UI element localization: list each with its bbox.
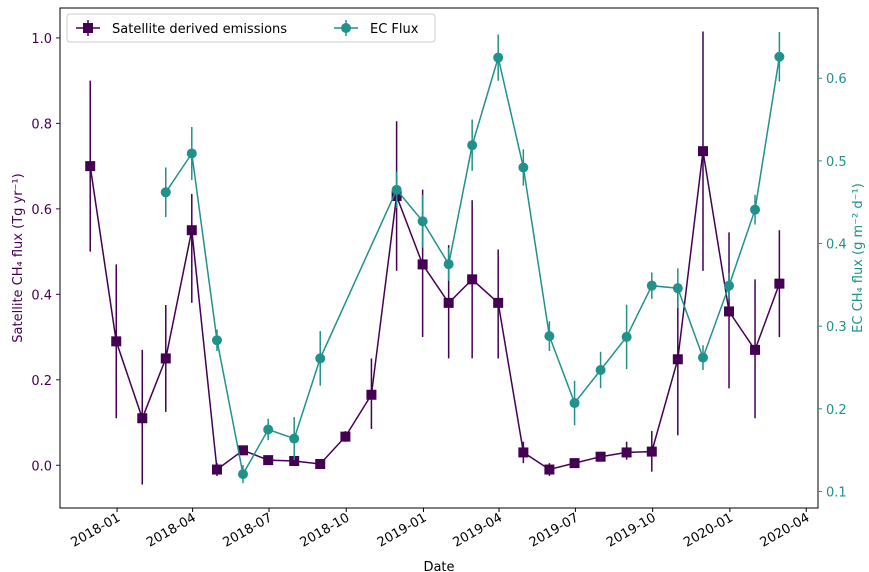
data-point <box>672 283 683 294</box>
data-point <box>774 278 785 289</box>
x-tick-label: 2018-10 <box>298 510 353 550</box>
data-point <box>85 161 96 172</box>
data-point <box>595 451 606 462</box>
x-tick-label: 2019-04 <box>450 510 505 550</box>
y-right-tick-label: 0.1 <box>826 485 847 500</box>
x-tick-label: 2018-04 <box>144 510 199 550</box>
data-point <box>750 344 761 355</box>
data-point <box>467 140 478 151</box>
y-right-axis-label: EC CH₄ flux (g m⁻² d⁻¹) <box>851 183 866 333</box>
data-point <box>315 353 326 364</box>
data-point <box>646 280 657 291</box>
data-point <box>289 455 300 466</box>
data-point <box>467 274 478 285</box>
data-point <box>417 259 428 270</box>
y-right-tick-label: 0.5 <box>826 155 847 170</box>
data-point <box>724 280 735 291</box>
x-tick-label: 2020-04 <box>758 510 813 550</box>
series-layer <box>85 31 785 485</box>
data-point <box>160 187 171 198</box>
axes-layer: 2018-01 2018-04 2018-07 2018-10 2019-01 2019-… <box>11 32 866 572</box>
x-tick-label: 2018-01 <box>69 510 124 550</box>
y-left-tick-label: 0.2 <box>31 374 52 389</box>
legend-label-satellite: Satellite derived emissions <box>112 22 287 37</box>
y-left-tick-label: 0.4 <box>31 288 52 303</box>
data-point <box>366 389 377 400</box>
legend-label-ec: EC Flux <box>370 22 419 37</box>
legend-box <box>66 13 436 43</box>
data-point <box>750 204 761 215</box>
data-point <box>569 398 580 409</box>
data-point <box>315 458 326 469</box>
data-point <box>774 51 785 62</box>
data-point <box>137 413 148 424</box>
data-point <box>417 216 428 227</box>
legend: Satellite derived emissions EC Flux <box>66 13 436 43</box>
y-left-axis-label: Satellite CH₄ flux (Tg yr⁻¹) <box>11 173 26 342</box>
data-point <box>697 352 708 363</box>
data-point <box>237 469 248 480</box>
data-point <box>621 331 632 342</box>
data-point <box>186 148 197 159</box>
y-left-tick-label: 0.8 <box>31 117 52 132</box>
data-point <box>340 431 351 442</box>
data-point <box>544 331 555 342</box>
y-right-tick-label: 0.3 <box>826 320 847 335</box>
x-tick-label: 2019-10 <box>604 510 659 550</box>
plot-frame <box>59 7 819 509</box>
data-point <box>211 464 222 475</box>
data-point <box>186 225 197 236</box>
y-left-tick-label: 0.6 <box>31 203 52 218</box>
legend-marker-square <box>83 23 93 33</box>
data-point <box>289 433 300 444</box>
x-axis-label: Date <box>423 560 454 572</box>
data-point <box>211 335 222 346</box>
y-left-tick-label: 1.0 <box>31 32 52 47</box>
data-point <box>646 446 657 457</box>
y-right-tick-label: 0.2 <box>826 403 847 418</box>
x-tick-label: 2019-07 <box>527 510 582 550</box>
y-left-tick-label: 0.0 <box>31 459 52 474</box>
y-right-tick-label: 0.4 <box>826 238 847 253</box>
ec-flux-series <box>160 31 785 484</box>
data-point <box>518 162 529 173</box>
data-point <box>493 297 504 308</box>
data-point <box>263 424 274 435</box>
data-point <box>263 455 274 466</box>
data-point <box>160 353 171 364</box>
data-point <box>391 184 402 195</box>
x-tick-label: 2019-01 <box>375 510 430 550</box>
data-point <box>237 445 248 456</box>
satellite-series <box>85 31 785 485</box>
data-point <box>544 464 555 475</box>
data-point <box>595 364 606 375</box>
data-point <box>569 458 580 469</box>
series-line <box>89 151 781 471</box>
data-point <box>724 306 735 317</box>
y-right-tick-label: 0.6 <box>826 72 847 87</box>
legend-marker-circle <box>341 23 351 33</box>
data-point <box>518 447 529 458</box>
data-point <box>697 146 708 157</box>
data-point <box>111 336 122 347</box>
data-point <box>443 259 454 270</box>
data-point <box>621 447 632 458</box>
data-point <box>493 52 504 63</box>
x-tick-label: 2020-01 <box>681 510 736 550</box>
data-point <box>443 297 454 308</box>
x-tick-label: 2018-07 <box>220 510 275 550</box>
data-point <box>672 354 683 365</box>
